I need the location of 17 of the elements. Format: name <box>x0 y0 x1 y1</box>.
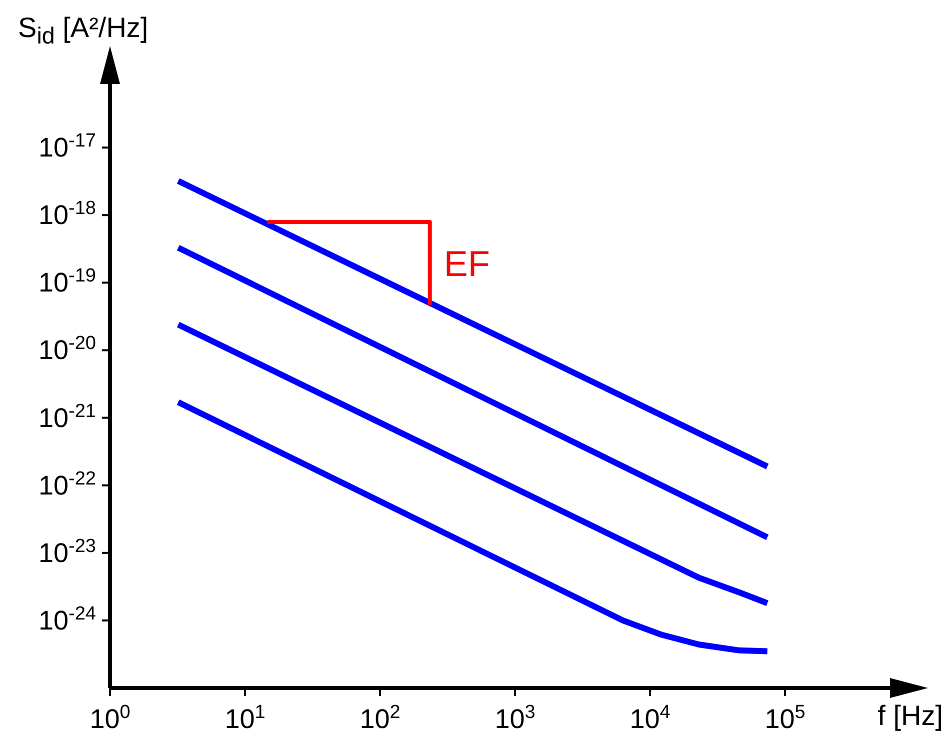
x-tick-label: 10$^{4}$ <box>630 702 671 734</box>
y-tick-label: 10$^{-21}$ <box>38 400 96 433</box>
x-tick-label: 10$^{2}$ <box>360 702 400 734</box>
annotation: EF <box>444 243 490 284</box>
y-tick-label: 10$^{-17}$ <box>38 130 96 163</box>
x-tick-label: 10$^{5}$ <box>764 702 806 734</box>
y-tick-label: 10$^{-24}$ <box>38 602 96 636</box>
y-axis-title: S$_{id}$ [A²/Hz] <box>18 12 148 50</box>
x-axis-title: f [Hz] <box>878 700 943 732</box>
y-tick-label: 10$^{-23}$ <box>38 535 96 568</box>
x-tick-label: 10$^{0}$ <box>90 702 130 734</box>
y-tick-label: 10$^{-22}$ <box>38 468 96 500</box>
y-tick-label: 10$^{-20}$ <box>38 332 96 366</box>
y-tick-label: 10$^{-18}$ <box>38 198 96 230</box>
x-tick-label: 10$^{3}$ <box>494 702 536 734</box>
x-tick-label: 10$^{1}$ <box>224 702 266 734</box>
y-tick-label: 10$^{-19}$ <box>38 265 96 298</box>
